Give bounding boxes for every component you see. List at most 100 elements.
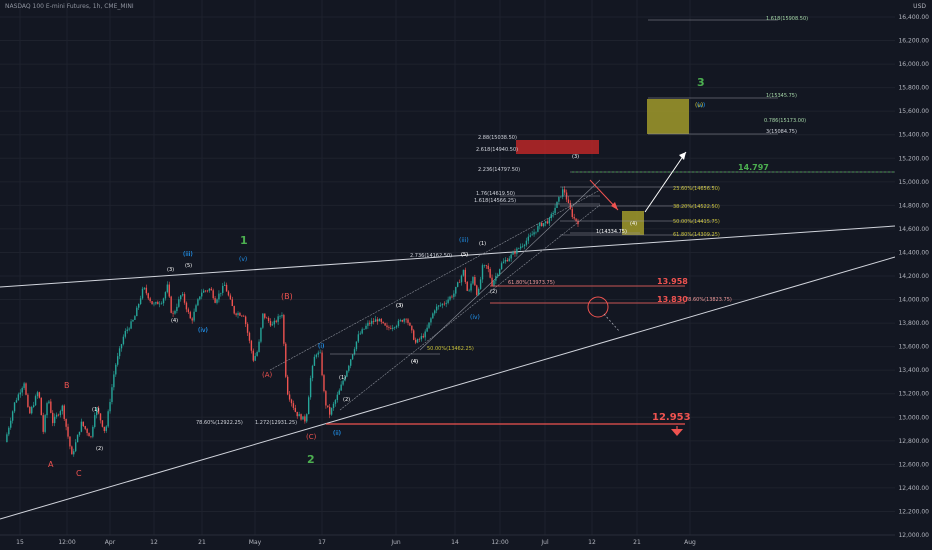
candle-body xyxy=(325,391,327,406)
candle-body xyxy=(99,413,102,421)
candle-body xyxy=(262,313,264,328)
price-tick-label: 14,600.00 xyxy=(898,226,929,233)
candle-body xyxy=(571,209,573,218)
candle-body xyxy=(441,303,444,306)
candle-body xyxy=(25,383,27,395)
wave-label: (4) xyxy=(411,359,419,365)
candle-body xyxy=(317,352,319,355)
candle-body xyxy=(277,316,279,322)
candle-body xyxy=(38,392,41,398)
fib-level-label: 2.736(14162.50) xyxy=(410,253,453,259)
candle-body xyxy=(541,222,543,227)
candle-body xyxy=(206,290,209,292)
candle-body xyxy=(497,274,499,276)
wave-label: (3) xyxy=(396,303,404,309)
candle-body xyxy=(189,312,191,319)
candle-body xyxy=(296,411,298,417)
candle-body xyxy=(544,221,547,224)
candle-body xyxy=(451,296,453,298)
candle-body xyxy=(103,426,106,431)
candle-body xyxy=(409,322,411,326)
wave-label: (2) xyxy=(490,289,498,295)
candle-body xyxy=(74,442,77,452)
candle-body xyxy=(223,284,226,286)
candle-body xyxy=(500,263,503,270)
fib-level-label: 23.60%(14656.50) xyxy=(673,186,720,192)
candle-body xyxy=(351,354,354,360)
candle-body xyxy=(34,396,37,406)
candle-body xyxy=(340,384,342,391)
resistance-zone xyxy=(516,140,599,154)
candle-body xyxy=(248,332,251,341)
time-tick-label: 12 xyxy=(588,539,596,546)
price-tick-label: 14,800.00 xyxy=(898,202,929,209)
candle-body xyxy=(225,284,228,292)
candle-body xyxy=(535,231,537,233)
candle-body xyxy=(474,277,476,286)
target-box-wave4 xyxy=(622,211,644,235)
candle-body xyxy=(193,311,195,321)
price-tick-label: 12,800.00 xyxy=(898,438,929,445)
candle-body xyxy=(537,226,539,232)
candle-body xyxy=(422,336,424,338)
candle-body xyxy=(145,287,148,294)
candle-body xyxy=(355,341,358,350)
grid-lines xyxy=(0,0,895,536)
candle-body xyxy=(220,292,222,294)
candle-body xyxy=(44,415,46,432)
target-box-wave3 xyxy=(647,99,689,134)
candle-body xyxy=(432,313,434,319)
candle-body xyxy=(42,415,44,432)
candle-body xyxy=(443,303,445,305)
candle-body xyxy=(147,293,149,299)
candle-body xyxy=(365,325,367,329)
currency-label[interactable]: USD xyxy=(913,3,926,10)
candle-body xyxy=(269,321,272,326)
candle-body xyxy=(487,265,489,270)
candle-body xyxy=(327,405,329,407)
candle-body xyxy=(353,349,356,355)
candle-body xyxy=(489,269,491,278)
level-label-13830: 13.830 xyxy=(657,295,688,304)
fib-level-label: 3(15084.75) xyxy=(766,129,797,135)
candle-body xyxy=(281,315,283,317)
candle-body xyxy=(562,189,564,197)
candle-body xyxy=(563,189,566,193)
candle-body xyxy=(506,260,509,262)
time-tick-label: Aug xyxy=(684,539,696,546)
candle-body xyxy=(48,401,50,404)
candle-body xyxy=(107,411,109,427)
wave-label: (B) xyxy=(281,292,293,301)
candle-body xyxy=(313,356,316,366)
candle-body xyxy=(395,325,398,328)
time-tick-label: 12:00 xyxy=(491,539,508,546)
wave-label: B xyxy=(64,381,70,390)
candle-body xyxy=(141,288,144,299)
candle-body xyxy=(342,380,344,385)
candle-body xyxy=(321,352,323,376)
price-tick-label: 13,000.00 xyxy=(898,414,929,421)
candle-body xyxy=(556,201,558,208)
wave-label: (4) xyxy=(630,221,638,227)
candle-body xyxy=(525,240,528,245)
candle-body xyxy=(516,248,518,254)
candle-body xyxy=(323,375,325,392)
candle-body xyxy=(168,284,170,297)
candle-body xyxy=(510,254,512,259)
candle-body xyxy=(241,315,243,317)
candle-body xyxy=(46,403,48,416)
time-tick-label: 12 xyxy=(150,539,158,546)
candle-body xyxy=(531,234,533,236)
price-axis[interactable]: 16,400.00 16,200.00 16,000.00 15,800.00 15,6… xyxy=(895,0,932,550)
price-tick-label: 15,600.00 xyxy=(898,108,929,115)
candle-body xyxy=(491,277,493,286)
candle-body xyxy=(174,311,176,314)
candle-body xyxy=(445,302,447,304)
wave-label: (iii) xyxy=(459,237,469,244)
candle-body xyxy=(411,325,413,331)
candle-body xyxy=(32,405,35,408)
candle-body xyxy=(67,426,69,437)
time-axis[interactable]: 15 12:00 Apr 12 21 May 17 Jun 14 12:00 Jul 12 21 Aug xyxy=(0,534,895,546)
candle-body xyxy=(265,317,268,319)
